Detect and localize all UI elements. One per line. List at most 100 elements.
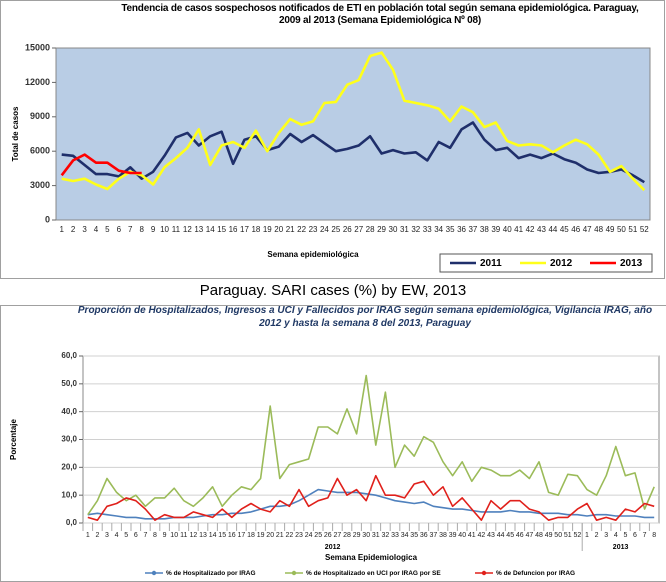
x-tick-label: 29 [377, 225, 386, 234]
x-tick-label: 17 [238, 532, 246, 539]
x-tick-label: 7 [128, 225, 133, 234]
x-tick-label: 18 [251, 225, 260, 234]
y-tick-label: 10,0 [61, 490, 77, 499]
x-tick-label: 35 [410, 532, 418, 539]
x-tick-label: 43 [537, 225, 546, 234]
x-tick-label: 31 [372, 532, 380, 539]
x-tick-label: 45 [506, 532, 514, 539]
y-tick-label: 0,0 [66, 518, 78, 527]
x-tick-label: 7 [143, 532, 147, 539]
legend-marker [151, 570, 157, 576]
x-tick-label: 9 [151, 225, 156, 234]
x-tick-label: 36 [457, 225, 466, 234]
x-tick-label: 36 [420, 532, 428, 539]
x-tick-label: 26 [343, 225, 352, 234]
x-tick-label: 33 [391, 532, 399, 539]
y-tick-label: 40,0 [61, 407, 77, 416]
x-tick-label: 41 [514, 225, 523, 234]
x-tick-label: 52 [574, 532, 582, 539]
x-tick-label: 21 [286, 225, 295, 234]
legend-label: % de Hospitalizado en UCI por IRAG por S… [306, 570, 441, 577]
x-tick-label: 4 [94, 225, 99, 234]
x-tick-label: 32 [382, 532, 390, 539]
x-tick-label: 1 [59, 225, 64, 234]
legend-marker [481, 570, 487, 576]
chart-title: Proporción de Hospitalizados, Ingresos a… [77, 305, 653, 329]
x-tick-label: 40 [458, 532, 466, 539]
x-tick-label: 8 [153, 532, 157, 539]
x-tick-label: 43 [487, 532, 495, 539]
x-tick-label: 3 [105, 532, 109, 539]
x-tick-label: 35 [446, 225, 455, 234]
y-tick-label: 9000 [30, 111, 50, 121]
x-tick-label: 44 [548, 225, 557, 234]
chart-title: Tendencia de casos sospechosos notificad… [121, 3, 639, 26]
x-tick-label: 5 [124, 532, 128, 539]
x-tick-label: 19 [257, 532, 265, 539]
y-tick-label: 50,0 [61, 379, 77, 388]
x-tick-label: 33 [423, 225, 432, 234]
x-tick-label: 16 [228, 532, 236, 539]
x-tick-label: 6 [134, 532, 138, 539]
legend-label: % de Hospitalizado por IRAG [166, 570, 256, 577]
x-tick-label: 13 [194, 225, 203, 234]
x-tick-label: 31 [400, 225, 409, 234]
x-tick-label: 34 [434, 225, 443, 234]
y-tick-label: 0 [45, 214, 50, 224]
x-tick-label: 40 [503, 225, 512, 234]
x-tick-label: 32 [411, 225, 420, 234]
x-tick-label: 10 [160, 225, 169, 234]
group-label: 2013 [613, 544, 629, 551]
y-tick-label: 3000 [30, 180, 50, 190]
x-tick-label: 39 [449, 532, 457, 539]
x-tick-label: 2 [595, 532, 599, 539]
y-tick-label: 12000 [25, 77, 50, 87]
x-tick-label: 27 [334, 532, 342, 539]
x-tick-label: 11 [180, 532, 187, 539]
x-tick-label: 24 [305, 532, 313, 539]
x-tick-label: 22 [297, 225, 306, 234]
x-tick-label: 20 [266, 532, 274, 539]
x-tick-label: 28 [366, 225, 375, 234]
series-line [60, 153, 142, 177]
x-tick-label: 6 [117, 225, 122, 234]
series-line [61, 121, 645, 184]
group-label: 2012 [325, 544, 341, 551]
x-tick-label: 45 [560, 225, 569, 234]
x-tick-label: 48 [594, 225, 603, 234]
x-tick-label: 23 [309, 225, 318, 234]
y-tick-label: 20,0 [61, 462, 77, 471]
x-tick-label: 17 [240, 225, 249, 234]
x-tick-label: 50 [617, 225, 626, 234]
x-tick-label: 1 [585, 532, 589, 539]
x-tick-label: 12 [183, 225, 192, 234]
x-tick-label: 26 [324, 532, 332, 539]
x-tick-label: 41 [468, 532, 476, 539]
x-tick-label: 25 [331, 225, 340, 234]
x-tick-label: 5 [623, 532, 627, 539]
x-tick-label: 46 [516, 532, 524, 539]
legend-marker [291, 570, 297, 576]
x-tick-label: 37 [430, 532, 438, 539]
x-tick-label: 8 [652, 532, 656, 539]
x-tick-label: 19 [263, 225, 272, 234]
x-tick-label: 15 [218, 532, 226, 539]
x-tick-label: 30 [362, 532, 370, 539]
x-tick-label: 9 [163, 532, 167, 539]
x-tick-label: 39 [491, 225, 500, 234]
heading: Paraguay. SARI cases (%) by EW, 2013 [199, 282, 467, 299]
x-tick-label: 6 [633, 532, 637, 539]
x-tick-label: 51 [628, 225, 637, 234]
x-tick-label: 29 [353, 532, 361, 539]
x-tick-label: 23 [295, 532, 303, 539]
x-tick-label: 16 [229, 225, 238, 234]
x-tick-label: 30 [389, 225, 398, 234]
x-tick-label: 14 [206, 225, 215, 234]
x-tick-label: 22 [286, 532, 294, 539]
x-tick-label: 44 [497, 532, 505, 539]
x-tick-label: 21 [276, 532, 284, 539]
x-tick-label: 38 [439, 532, 447, 539]
y-tick-label: 30,0 [61, 435, 77, 444]
x-tick-label: 5 [105, 225, 110, 234]
